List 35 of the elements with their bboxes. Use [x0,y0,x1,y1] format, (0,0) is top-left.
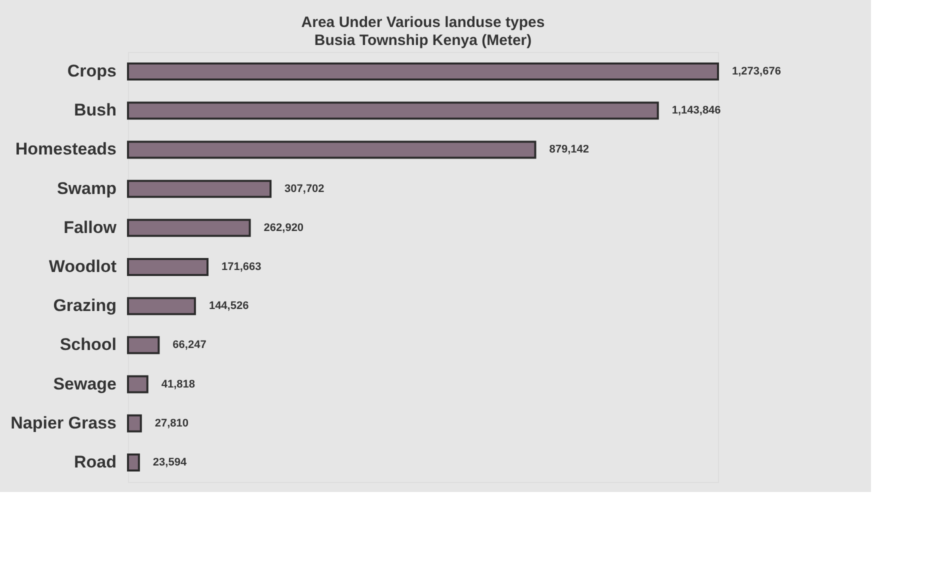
bar [127,414,142,432]
chart-subtitle: Busia Township Kenya (Meter) [314,32,532,49]
bar [127,375,148,394]
data-label: 144,526 [208,300,249,312]
y-tick-label: Fallow [64,218,118,237]
data-label: 879,142 [549,144,590,156]
y-tick-label: Homesteads [15,140,116,159]
bar [127,297,196,316]
y-tick-label: Road [74,452,116,472]
y-tick-label: Napier Grass [10,413,116,432]
data-label: 307,702 [284,182,324,195]
chart-title: Area Under Various landuse types [301,14,545,31]
bar [127,180,272,198]
data-label: 1,143,846 [672,104,721,117]
y-tick-label: Bush [74,100,116,120]
data-label: 1,273,676 [732,66,781,78]
data-label: 171,663 [222,261,262,273]
y-tick-label: Crops [67,62,116,81]
data-label: 41,818 [161,378,196,390]
bar [127,62,719,81]
y-tick-label: Swamp [56,178,116,198]
data-label: 23,594 [152,456,188,468]
bar [127,336,160,354]
y-tick-label: Grazing [53,296,116,316]
y-tick-label: Sewage [53,374,116,394]
bar [127,140,536,159]
data-label: 262,920 [264,222,304,234]
y-tick-label: Woodlot [48,257,117,276]
data-label: 27,810 [154,417,189,430]
data-label: 66,247 [172,339,206,352]
bar [127,453,140,472]
bar [127,258,209,276]
y-tick-label: School [60,335,116,354]
bar [127,218,251,237]
bar [127,102,659,120]
